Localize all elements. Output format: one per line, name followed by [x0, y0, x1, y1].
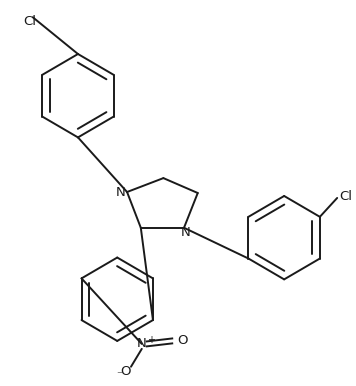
- Text: N: N: [137, 337, 147, 350]
- Text: O: O: [177, 334, 188, 347]
- Text: N: N: [181, 226, 191, 239]
- Text: Cl: Cl: [339, 190, 352, 203]
- Text: +: +: [147, 335, 155, 345]
- Text: O: O: [120, 365, 130, 378]
- Text: ⁻: ⁻: [116, 371, 122, 381]
- Text: N: N: [115, 186, 125, 200]
- Text: Cl: Cl: [23, 15, 36, 28]
